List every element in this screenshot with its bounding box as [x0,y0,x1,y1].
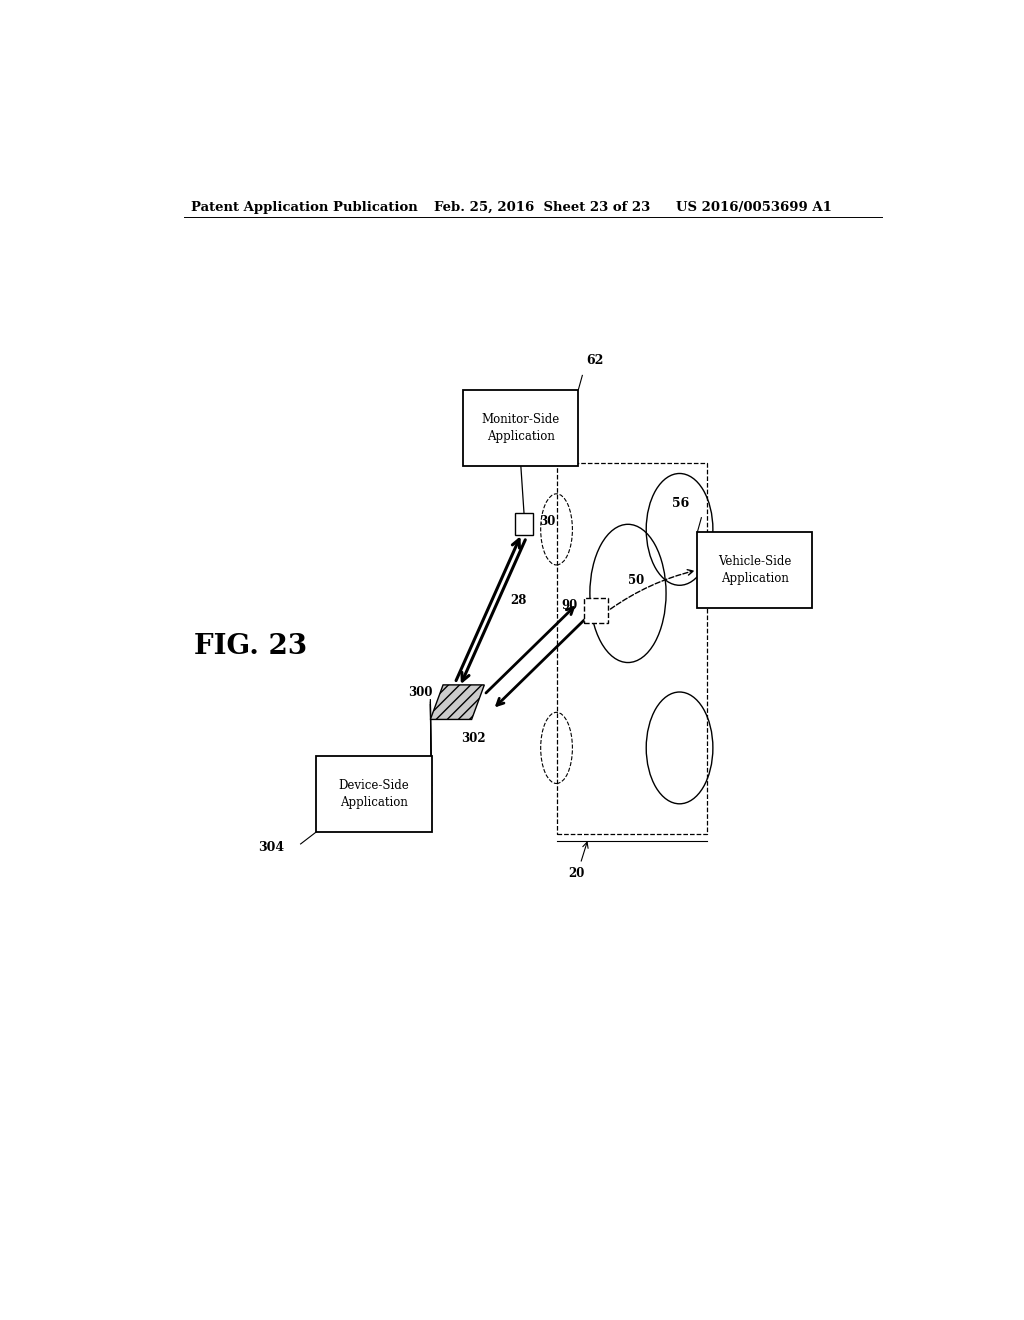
FancyBboxPatch shape [585,598,608,623]
Text: Vehicle-Side
Application: Vehicle-Side Application [718,554,792,585]
Text: 50: 50 [628,574,644,586]
Text: 28: 28 [511,594,527,606]
Text: Device-Side
Application: Device-Side Application [339,779,410,809]
Text: 30: 30 [539,515,555,528]
Text: 304: 304 [259,841,285,854]
Text: Feb. 25, 2016  Sheet 23 of 23: Feb. 25, 2016 Sheet 23 of 23 [433,201,650,214]
Polygon shape [430,685,484,719]
Text: Patent Application Publication: Patent Application Publication [191,201,418,214]
Text: 20: 20 [568,867,585,880]
FancyBboxPatch shape [697,532,812,609]
Text: US 2016/0053699 A1: US 2016/0053699 A1 [676,201,831,214]
Text: 90: 90 [562,599,578,612]
Text: FIG. 23: FIG. 23 [195,632,307,660]
Text: 302: 302 [461,731,486,744]
Text: 56: 56 [672,496,689,510]
FancyBboxPatch shape [515,513,532,536]
Text: 300: 300 [409,685,433,698]
FancyBboxPatch shape [316,755,431,832]
FancyBboxPatch shape [463,389,579,466]
Text: 62: 62 [587,354,604,367]
Text: Monitor-Side
Application: Monitor-Side Application [481,413,560,442]
